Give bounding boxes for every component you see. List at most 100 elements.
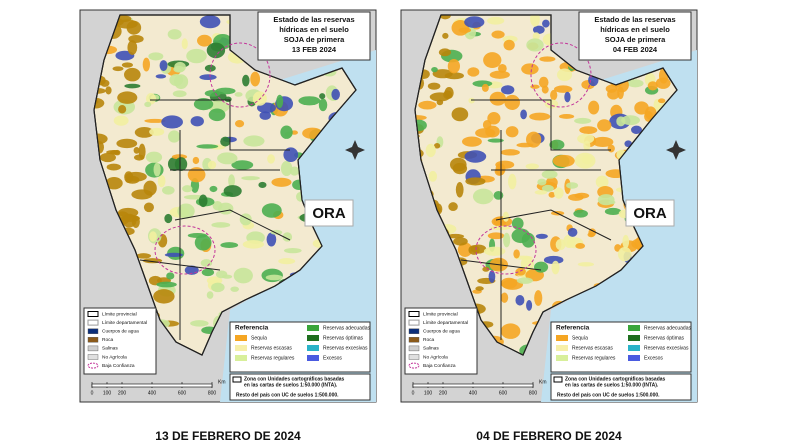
soil-patch — [534, 261, 549, 273]
soil-patch — [143, 180, 157, 196]
reference-label: Excesos — [644, 355, 663, 361]
legend-label: Roca — [102, 337, 114, 343]
scale-label: 600 — [499, 390, 508, 396]
soil-patch — [575, 242, 586, 249]
scale-bar — [412, 383, 534, 388]
reference-box — [550, 321, 692, 373]
soil-patch — [241, 176, 260, 181]
soil-patch — [501, 85, 515, 95]
soil-patch — [142, 57, 151, 72]
soil-patch — [155, 74, 167, 79]
soil-patch — [211, 282, 225, 293]
soil-patch — [483, 246, 506, 256]
scale-label: 400 — [469, 390, 478, 396]
soil-patch — [144, 118, 166, 123]
soil-patch — [156, 281, 177, 288]
soil-patch — [493, 191, 504, 200]
reference-swatch — [307, 335, 319, 341]
soil-patch — [206, 276, 223, 285]
soil-patch — [243, 135, 265, 147]
soil-patch — [541, 170, 558, 179]
reference-label: Reservas regulares — [572, 355, 616, 361]
soil-patch — [242, 74, 250, 87]
legend-swatch — [87, 319, 99, 326]
soil-patch — [483, 52, 502, 69]
soil-patch — [138, 143, 146, 160]
soil-patch — [500, 292, 509, 303]
soil-patch — [121, 62, 134, 68]
logo-box — [304, 199, 354, 227]
soil-patch — [199, 15, 221, 29]
soil-patch — [626, 79, 644, 88]
reference-label: Excesos — [323, 355, 342, 361]
soil-patch — [259, 111, 271, 120]
soil-patch — [223, 185, 242, 197]
legend-swatch — [408, 354, 420, 360]
soil-patch — [525, 163, 539, 170]
title-box — [257, 11, 371, 61]
soil-patch — [161, 115, 183, 129]
soil-patch — [526, 131, 542, 148]
soil-patch — [556, 68, 573, 82]
soil-patch — [110, 150, 120, 155]
note-line: Zona con Unidades cartográficas basadas — [565, 376, 666, 382]
note-box — [229, 373, 371, 401]
legend-label: No Agrícola — [423, 354, 448, 360]
soil-patch — [604, 207, 622, 216]
soil-patch — [131, 215, 140, 228]
soil-patch — [658, 98, 666, 104]
soil-patch — [494, 167, 505, 176]
soil-patch — [617, 86, 624, 100]
soil-patch — [555, 239, 566, 251]
soil-patch — [487, 112, 501, 125]
soil-patch — [539, 56, 556, 62]
soil-patch — [218, 202, 234, 215]
soil-patch — [174, 157, 188, 171]
soil-patch — [124, 83, 141, 89]
soil-patch — [280, 160, 293, 177]
soil-patch — [418, 100, 437, 110]
soil-patch — [532, 32, 540, 40]
soil-patch — [215, 270, 228, 279]
soil-patch — [577, 262, 595, 267]
legend-swatch — [408, 328, 420, 334]
soil-patch — [270, 229, 283, 235]
scale-unit: Km — [218, 379, 226, 385]
scale-unit: Km — [539, 379, 547, 385]
soil-patch — [508, 173, 517, 190]
soil-patch — [521, 63, 539, 75]
soil-patch — [204, 64, 216, 72]
soil-patch — [113, 115, 129, 126]
soil-patch — [144, 101, 152, 108]
soil-patch — [172, 90, 187, 98]
soil-patch — [487, 16, 505, 25]
note-swatch — [232, 376, 242, 383]
soil-patch — [187, 167, 206, 183]
legend-label: Límite provincial — [102, 311, 137, 317]
reference-label: Reservas excesivas — [644, 345, 689, 351]
soil-patch — [194, 234, 212, 251]
scale-label: 0 — [91, 390, 94, 396]
legend-swatch — [408, 319, 420, 326]
note-line: Resto del país con UC de suelos 1:500.00… — [557, 392, 660, 398]
soil-patch — [200, 259, 213, 267]
soil-patch — [511, 217, 524, 230]
soil-patch — [157, 174, 166, 188]
soil-patch — [148, 52, 164, 61]
province-lines — [139, 99, 291, 340]
legend-label: Baja Confianza — [102, 363, 135, 369]
soil-patch — [489, 70, 510, 79]
legend-label: Baja Confianza — [423, 363, 456, 369]
scale-bar — [91, 383, 213, 388]
soil-patch — [234, 92, 243, 97]
soil-patch — [169, 74, 184, 87]
country-outline — [414, 14, 678, 356]
low-confidence — [530, 42, 592, 108]
soil-patch — [490, 225, 511, 231]
soil-patch — [199, 74, 217, 81]
soil-patch — [577, 133, 595, 144]
reference-swatch — [307, 355, 319, 361]
legend-swatch — [87, 337, 99, 343]
soil-patch — [542, 19, 550, 28]
reference-swatch — [307, 325, 319, 331]
